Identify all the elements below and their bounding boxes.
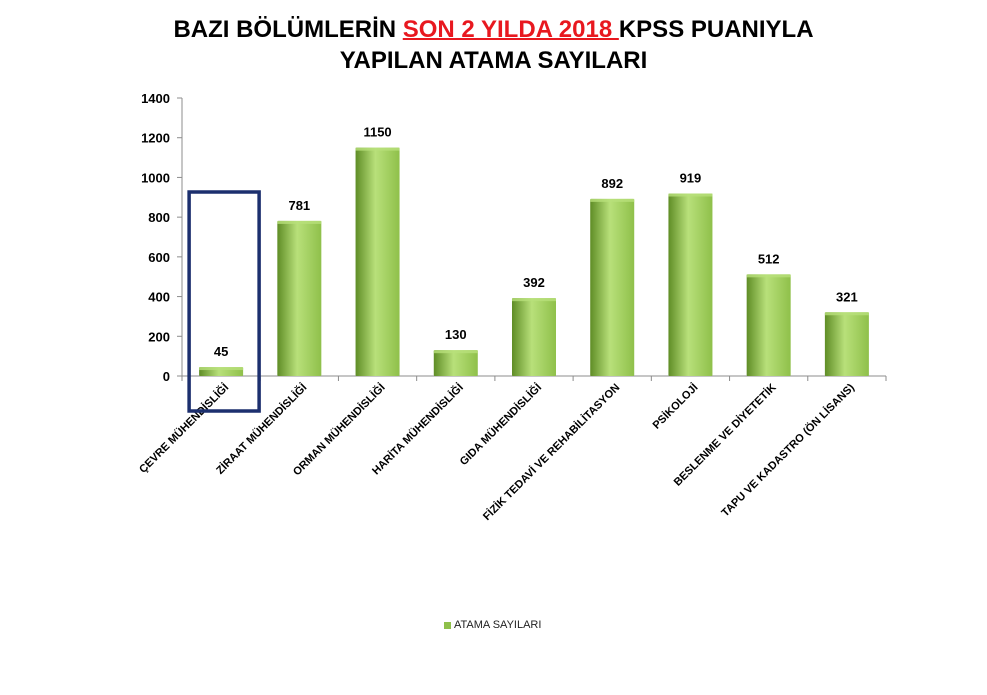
y-tick-label: 600 <box>148 250 170 265</box>
chart-legend: ATAMA SAYILARI <box>444 619 541 631</box>
bar-top-highlight <box>668 193 713 197</box>
bar <box>824 312 869 376</box>
chart-title-line2: YAPILAN ATAMA SAYILARI <box>339 47 648 74</box>
y-tick-label: 400 <box>148 290 170 305</box>
chart-title: BAZI BÖLÜMLERİN SON 2 YILDA 2018 KPSS PU… <box>0 14 987 76</box>
title-part-after: KPSS PUANIYLA <box>618 16 814 43</box>
y-tick-label: 1000 <box>141 170 170 185</box>
bar <box>590 198 635 376</box>
category-label: ÇEVRE MÜHENDİSLİĞİ <box>136 381 231 476</box>
category-label: ZİRAAT MÜHENDİSLİĞİ <box>214 381 310 477</box>
y-tick-label: 1400 <box>141 91 170 106</box>
bar <box>277 220 322 376</box>
category-label: GIDA MÜHENDİSLİĞİ <box>457 381 544 468</box>
category-label: PSİKOLOJİ <box>650 381 701 432</box>
y-tick-label: 800 <box>148 210 170 225</box>
bar <box>512 298 556 376</box>
bar-top-highlight <box>355 147 400 151</box>
bar-top-highlight <box>199 367 244 371</box>
bar-top-highlight <box>512 298 556 302</box>
data-label: 512 <box>758 251 780 266</box>
data-label: 45 <box>214 344 228 359</box>
data-label: 892 <box>601 176 623 191</box>
category-label: TAPU VE KADASTRO (ÖN LİSANS) <box>719 381 857 519</box>
title-highlight: SON 2 YILDA 2018 <box>402 16 619 43</box>
data-label: 919 <box>680 171 702 186</box>
bar-top-highlight <box>277 220 322 224</box>
category-label: FİZİK TEDAVİ VE REHABİLİTASYON <box>480 381 622 523</box>
y-tick-label: 1200 <box>141 131 170 146</box>
legend-label: ATAMA SAYILARI <box>454 619 542 631</box>
bar <box>668 193 713 376</box>
data-label: 130 <box>445 327 467 342</box>
legend-swatch <box>444 621 451 629</box>
title-part-before: BAZI BÖLÜMLERİN <box>173 16 403 43</box>
data-label: 781 <box>288 198 310 213</box>
bar <box>433 350 478 376</box>
category-label: HARİTA MÜHENDİSLİĞİ <box>369 381 465 477</box>
data-label: 1150 <box>363 125 391 140</box>
y-tick-label: 200 <box>148 329 170 344</box>
bar-top-highlight <box>824 312 869 316</box>
bar-top-highlight <box>746 274 791 278</box>
chart-title-line1: BAZI BÖLÜMLERİN SON 2 YILDA 2018 KPSS PU… <box>0 14 987 45</box>
bar <box>355 147 400 376</box>
category-label: ORMAN MÜHENDİSLİĞİ <box>290 381 387 478</box>
bar <box>746 274 791 376</box>
highlight-box <box>187 190 261 413</box>
chart-bars <box>199 147 869 376</box>
data-label: 392 <box>523 275 545 290</box>
bar-top-highlight <box>433 350 478 354</box>
data-label: 321 <box>836 289 858 304</box>
y-tick-label: 0 <box>163 369 170 384</box>
bar-top-highlight <box>590 198 635 202</box>
